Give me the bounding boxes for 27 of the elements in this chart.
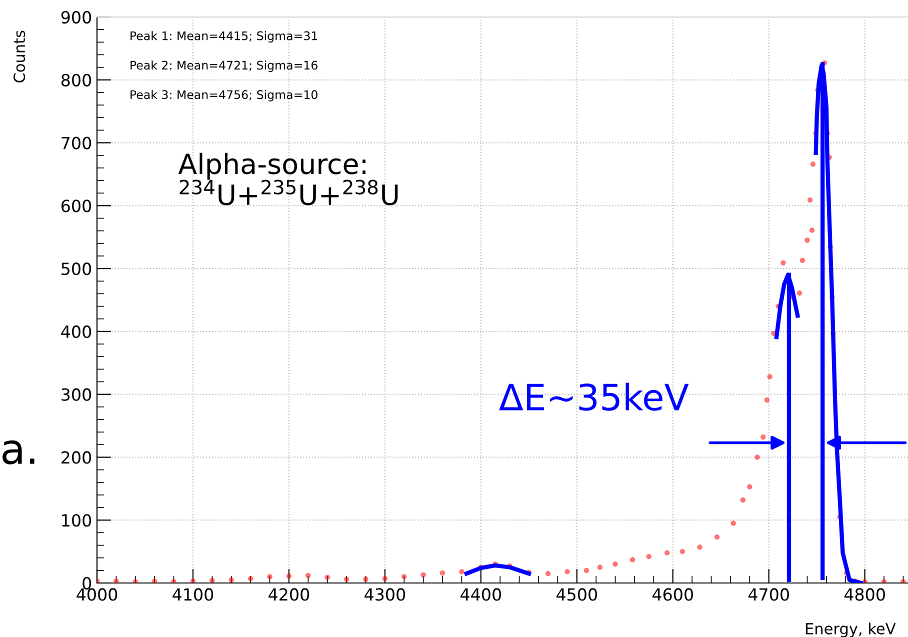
x-axis-title: Energy, keV	[806, 622, 896, 637]
y-tick-label: 200	[62, 451, 92, 464]
y-tick-label: 400	[61, 325, 92, 338]
y-tick-label: 300	[62, 388, 92, 401]
x-tick-label: 4100	[172, 588, 214, 601]
y-tick-label: 0	[82, 576, 92, 590]
x-tick-label: 4400	[460, 588, 502, 601]
annotation: ΔE~35keV	[499, 382, 689, 411]
x-tick-label: 4000	[76, 588, 118, 601]
annotation: Peak 3: Mean=4756; Sigma=10	[130, 90, 318, 102]
y-tick-label: 800	[61, 74, 92, 86]
annotation: Peak 2: Mean=4721; Sigma=16	[130, 60, 318, 72]
annotation: Alpha-source: $^{234}$U+$^{235}$U+$^{238}$U	[178, 152, 398, 206]
y-axis-title: Counts	[14, 30, 26, 82]
y-tick-label: 500	[62, 262, 92, 276]
x-tick-label: 4700	[748, 588, 789, 601]
x-tick-label: 4800	[844, 588, 885, 601]
annotation: Peak 1: Mean=4415; Sigma=31	[130, 31, 318, 43]
y-tick-label: 600	[61, 200, 92, 212]
x-tick-label: 4200	[268, 588, 310, 601]
x-tick-label: 4500	[556, 588, 597, 601]
x-tick-label: 4300	[364, 588, 406, 601]
text: a.	[2, 440, 34, 464]
x-tick-label: 4600	[652, 588, 693, 601]
y-tick-label: 700	[62, 136, 92, 150]
y-tick-label: 900	[61, 10, 92, 24]
y-tick-label: 100	[62, 514, 92, 527]
